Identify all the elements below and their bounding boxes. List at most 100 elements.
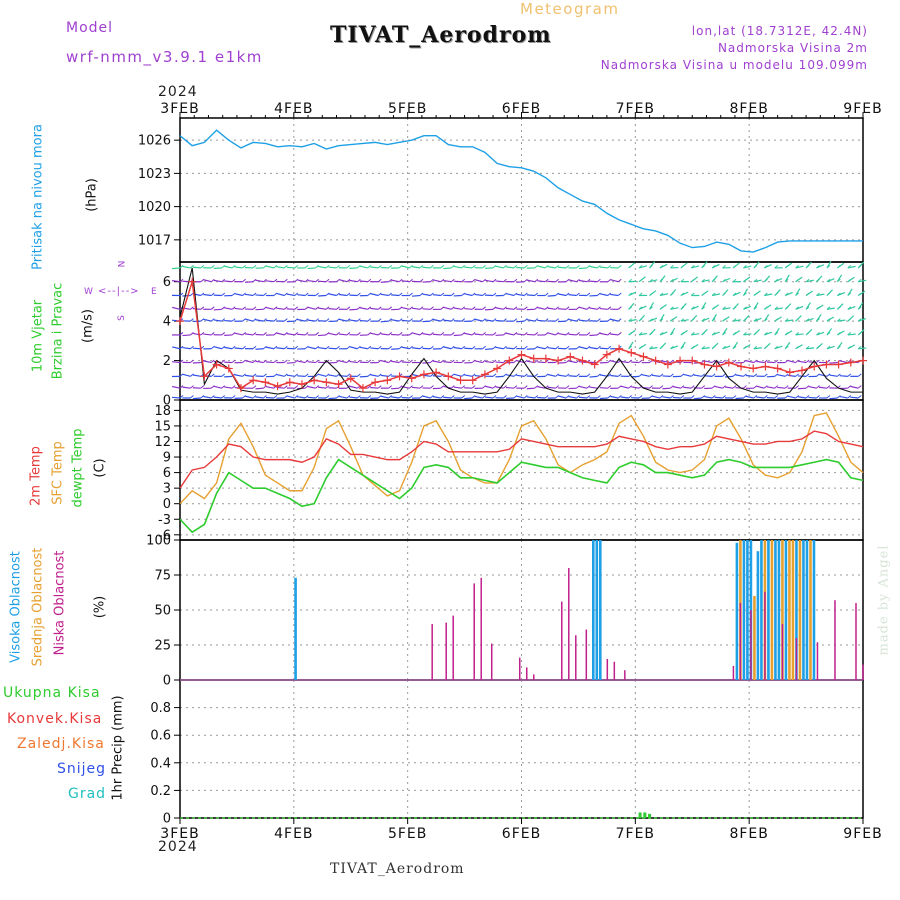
wind-barb	[172, 306, 181, 310]
wind-barb-flag	[461, 306, 466, 310]
wind-barb	[245, 293, 254, 297]
wind-barb-flag	[273, 373, 278, 377]
wind-barb-flag	[273, 332, 278, 336]
wind-barb-flag	[263, 345, 267, 350]
wind-barb-flag	[711, 318, 716, 322]
wind-barb	[725, 386, 734, 389]
wind-barb-flag	[210, 345, 215, 350]
wind-barb	[464, 397, 473, 400]
wind-barb-flag	[367, 359, 372, 363]
panel-frame-wind	[179, 261, 864, 401]
wind-barb	[516, 395, 525, 399]
wind-barb-flag	[190, 265, 194, 269]
wind-barb-flag	[524, 278, 528, 283]
wind-barb-flag	[346, 332, 351, 336]
wind-barb-flag	[325, 345, 330, 350]
wind-barb-flag	[492, 395, 497, 399]
wind-barb	[850, 385, 859, 389]
wind-barb-flag	[774, 395, 779, 399]
wind-barb-flag	[576, 292, 580, 296]
cloud-bar-low	[834, 600, 836, 680]
wind-barb-flag	[680, 332, 685, 336]
wind-barb-flag	[680, 318, 685, 322]
wind-barb-flag	[346, 306, 351, 310]
wind-barb	[516, 320, 525, 323]
wind-barb-flag	[273, 345, 278, 350]
wind-barb-flag	[784, 385, 789, 389]
wind-barb	[464, 293, 473, 297]
wind-barb	[318, 280, 327, 283]
wind-barb-flag	[304, 306, 309, 310]
wind-barb-flag	[711, 306, 716, 310]
cloud-bar-high	[595, 540, 599, 680]
wind-barb	[234, 293, 243, 297]
wind-barb-flag	[586, 318, 591, 322]
wind-barb	[422, 266, 431, 269]
wind-barb-flag	[649, 318, 653, 322]
wind-barb-flag	[857, 395, 862, 399]
wind-barb-flag	[346, 292, 351, 296]
wind-barb-flag	[753, 332, 758, 336]
wind-barb	[318, 386, 327, 389]
wind-barb-flag	[179, 359, 184, 363]
wind-barb-flag	[503, 332, 507, 336]
wind-barb	[837, 319, 846, 322]
wind-barb-flag	[294, 359, 299, 363]
wind-barb-flag	[210, 278, 215, 283]
wind-barb-flag	[325, 265, 330, 269]
wind-barb-flag	[336, 359, 340, 363]
wind-barb-flag	[294, 373, 299, 377]
wind-barb	[213, 319, 222, 322]
cloud-bar-low	[862, 664, 864, 680]
wind-barb	[558, 395, 567, 399]
cloud-bar-low	[764, 591, 766, 680]
wind-barb-flag	[492, 359, 497, 363]
wind-barb-flag	[336, 332, 340, 336]
wind-barb	[798, 360, 807, 364]
wind-barb	[328, 374, 337, 377]
wind-barb-flag	[450, 278, 455, 283]
wind-barb	[858, 279, 867, 283]
wind-barb	[359, 265, 368, 269]
wind-barb-flag	[837, 306, 841, 310]
wind-barb-flag	[524, 292, 528, 296]
wind-barb	[453, 386, 462, 389]
wind-barb-flag	[764, 345, 768, 350]
wind-barb	[474, 293, 483, 297]
wind-barb-flag	[524, 359, 528, 363]
wind-barb-flag	[336, 306, 340, 310]
wind-barb-flag	[607, 385, 612, 389]
wind-barb-flag	[857, 373, 862, 377]
wind-barb	[338, 293, 348, 297]
y-tick-label: 1026	[138, 134, 171, 149]
wind-barb-flag	[377, 318, 382, 322]
wind-barb-flag	[690, 373, 695, 377]
wind-barb-flag	[670, 292, 674, 296]
wind-barb-flag	[805, 278, 810, 283]
wind-barb	[224, 386, 233, 389]
wind-barb	[662, 360, 671, 364]
wind-barb	[276, 266, 285, 269]
wind-barb-flag	[607, 292, 612, 296]
wind-barb	[568, 333, 577, 336]
wind-barb-flag	[607, 373, 612, 377]
wind-barb-flag	[284, 373, 288, 377]
chart-title: TIVAT_Aerodrom	[330, 22, 552, 48]
t2m-temp-line	[179, 430, 864, 489]
wind-barb-flag	[388, 306, 393, 310]
wind-barb	[725, 375, 734, 378]
wind-barb	[245, 281, 254, 283]
wind-barb-flag	[857, 278, 862, 283]
wind-barb	[359, 280, 368, 283]
wind-barb-flag	[430, 278, 434, 283]
wind-barb-flag	[680, 395, 685, 399]
wind-barb-flag	[294, 345, 299, 350]
wind-barb	[380, 281, 389, 283]
wind-barb-flag	[388, 278, 393, 283]
wind-barb	[537, 265, 546, 269]
wind-barb	[370, 374, 379, 377]
wind-barb	[537, 346, 546, 350]
wind-barb-flag	[597, 318, 601, 322]
wind-barb	[171, 361, 181, 364]
